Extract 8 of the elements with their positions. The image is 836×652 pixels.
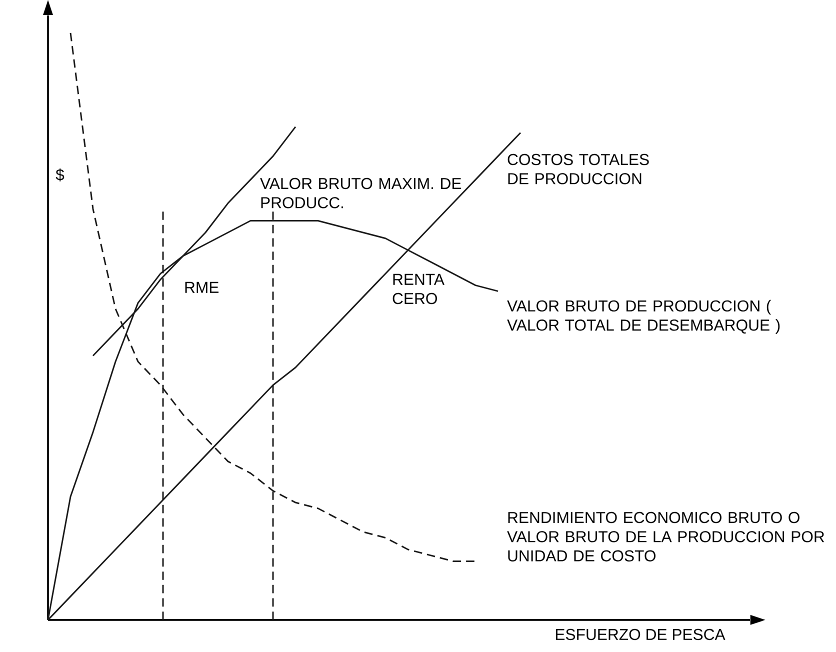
series-label: VALOR BRUTO DE PRODUCCION ( VALOR TOTAL DE DESEMBARQUE ) — [507, 300, 780, 334]
series-label: RENDIMIENTO ECONOMICO BRUTO O VALOR BRUTO DE LA PRODUCCION POR UNIDAD DE COSTO — [507, 512, 824, 562]
series-label: COSTOS TOTALES DE PRODUCCION — [508, 154, 649, 184]
y-axis-title: $ — [56, 168, 64, 182]
annotation: RENTA CERO — [392, 274, 444, 304]
annotation: VALOR BRUTO MAXIM. DE PRODUCC. — [260, 178, 462, 208]
x-axis-title: ESFUERZO DE PESCA — [556, 628, 726, 640]
annotation: RME — [185, 282, 219, 293]
